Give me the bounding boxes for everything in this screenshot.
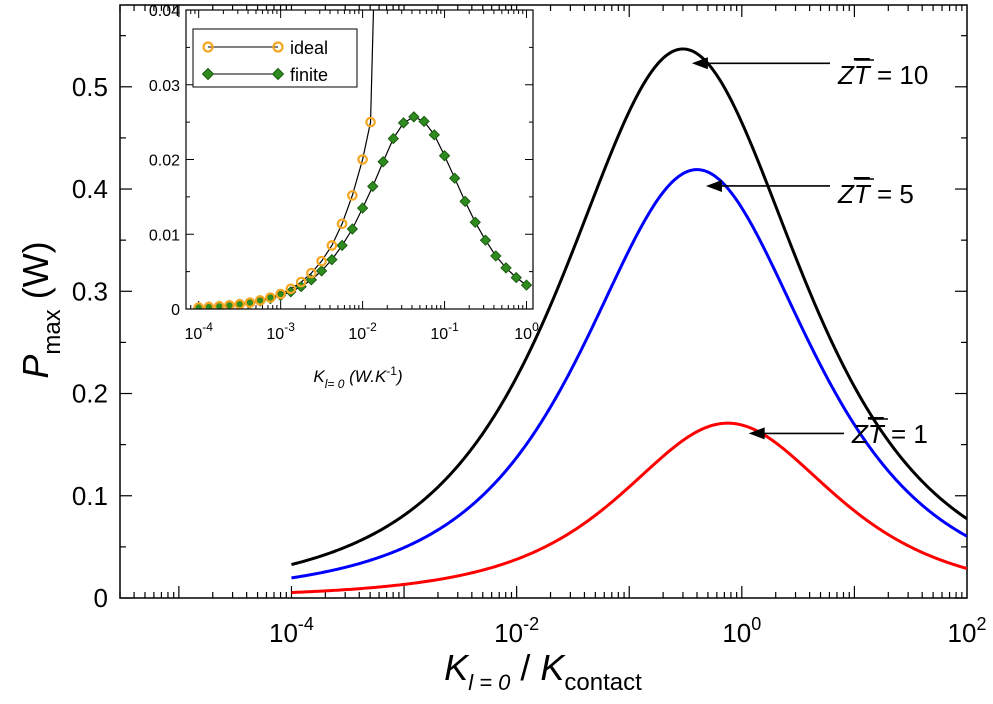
ideal-point <box>365 116 376 128</box>
finite-point <box>315 265 328 277</box>
inset-x-tick-label: 10-3 <box>266 320 295 343</box>
ideal-point <box>347 190 358 201</box>
finite-point <box>326 253 338 266</box>
finite-point <box>428 129 441 141</box>
main-series-line-0 <box>291 47 967 567</box>
main-ticks <box>119 5 967 599</box>
ideal-point <box>306 267 317 279</box>
annotation-label: ZT = 1 <box>851 419 928 449</box>
finite-point <box>469 216 481 228</box>
inset-tick-labels: 10-4 10-3 10-2 10-1 100 0 0.01 0.02 0.03 0.04 <box>149 3 539 343</box>
ideal-point <box>224 300 235 309</box>
x-tick-label: 102 <box>948 614 987 648</box>
finite-point <box>500 262 512 274</box>
inset-x-axis-label: Kl= 0 (W.K-1) <box>313 364 402 391</box>
annotation-label: ZT = 10 <box>837 60 928 90</box>
finite-point <box>510 271 522 284</box>
finite-point <box>356 202 369 214</box>
x-tick-label: 10-2 <box>494 614 539 648</box>
y-axis-label: Pmax (W) <box>15 241 66 378</box>
inset-y-tick-label: 0.01 <box>149 227 180 244</box>
finite-point <box>448 172 461 184</box>
y-tick-label: 0 <box>94 583 108 613</box>
annotations: ZT = 10 ZT = 5 ZT = 1 <box>691 57 928 449</box>
finite-point <box>479 234 492 246</box>
y-tick-label: 0.3 <box>72 276 108 306</box>
annotation-arrowhead <box>705 179 722 192</box>
legend-label-finite: finite <box>290 65 328 85</box>
finite-point <box>346 223 359 235</box>
finite-point <box>459 195 471 208</box>
finite-point <box>397 117 410 129</box>
y-tick-label: 0.5 <box>72 72 108 102</box>
finite-point <box>520 279 533 291</box>
y-tick-label: 0.1 <box>72 481 108 511</box>
ideal-point <box>336 218 348 230</box>
finite-point <box>387 132 400 145</box>
ideal-point <box>254 295 266 306</box>
inset-x-tick-label: 100 <box>514 320 539 343</box>
ideal-point <box>265 292 276 303</box>
inset-frame <box>185 9 534 310</box>
annotation-arrowhead <box>748 427 765 440</box>
ideal-point <box>244 297 256 308</box>
finite-point <box>377 156 389 168</box>
inset-x-tick-label: 10-4 <box>184 320 213 343</box>
legend-marker-ideal-left <box>202 41 214 53</box>
finite-point <box>336 239 348 252</box>
inset-x-tick-label: 10-2 <box>348 320 377 343</box>
inset-y-tick-label: 0.03 <box>149 78 180 95</box>
x-tick-label: 10-4 <box>269 614 314 648</box>
ideal-point <box>295 276 307 288</box>
x-tick-label: 100 <box>722 614 761 648</box>
y-tick-label: 0.4 <box>72 174 108 204</box>
inset-legend: ideal finite <box>192 28 358 88</box>
inset-series <box>192 10 533 309</box>
legend-marker-finite-left <box>201 67 215 81</box>
annotation-label: ZT = 5 <box>837 179 914 209</box>
main-series-line-1 <box>291 168 967 580</box>
ideal-point <box>285 283 297 295</box>
main-tick-labels: 10-4 10-2 100 102 0 0.1 0.2 0.3 0.4 0.5 <box>72 72 987 648</box>
y-tick-label: 0.2 <box>72 379 108 409</box>
main-series-line-2 <box>291 421 967 594</box>
legend-label-ideal: ideal <box>290 38 328 58</box>
legend-marker-ideal-right <box>272 41 284 53</box>
inset-y-tick-label: 0 <box>171 302 180 319</box>
finite-point <box>490 250 502 262</box>
legend-box <box>192 28 358 88</box>
inset-ticks <box>185 9 533 310</box>
ideal-point <box>326 240 338 251</box>
annotation-arrowhead <box>691 57 708 70</box>
finite-point <box>367 180 379 193</box>
inset-y-tick-label: 0.04 <box>149 3 180 20</box>
finite-point <box>408 111 420 123</box>
inset-y-tick-label: 0.02 <box>149 153 180 170</box>
ideal-point <box>193 302 204 309</box>
inset-x-tick-label: 10-1 <box>430 320 459 343</box>
ideal-point <box>213 301 225 309</box>
ideal-point <box>275 288 286 300</box>
ideal-point <box>203 301 215 309</box>
main-plot-frame <box>119 4 968 599</box>
x-axis-label: Kl = 0 / Kcontact <box>444 647 642 696</box>
legend-marker-finite-right <box>271 67 285 81</box>
finite-point <box>418 115 430 128</box>
ideal-point <box>316 255 327 267</box>
main-series <box>291 47 967 594</box>
finite-point <box>438 150 451 162</box>
ideal-point <box>357 154 368 165</box>
